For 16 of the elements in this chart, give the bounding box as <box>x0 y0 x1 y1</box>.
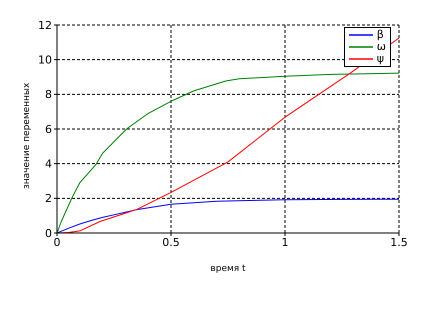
y-tick-label: 4 <box>45 158 52 171</box>
x-tick-label: 0 <box>54 236 60 249</box>
x-tick-label: 1.5 <box>390 236 408 249</box>
legend-label: ψ <box>376 52 384 65</box>
legend-label: β <box>376 28 384 41</box>
y-tick-label: 0 <box>45 226 52 240</box>
x-tick-label: 0.5 <box>162 236 180 249</box>
y-tick-label: 2 <box>45 192 52 206</box>
legend-label: ω <box>376 40 386 53</box>
x-tick-label: 1 <box>282 236 288 249</box>
y-tick-label: 8 <box>45 88 52 102</box>
y-tick-label: 10 <box>38 54 52 67</box>
y-tick-label: 6 <box>45 122 52 136</box>
y-axis-title: значение переменных <box>22 82 32 189</box>
x-axis-title: время t <box>210 264 246 274</box>
y-tick-label: 12 <box>38 18 52 32</box>
